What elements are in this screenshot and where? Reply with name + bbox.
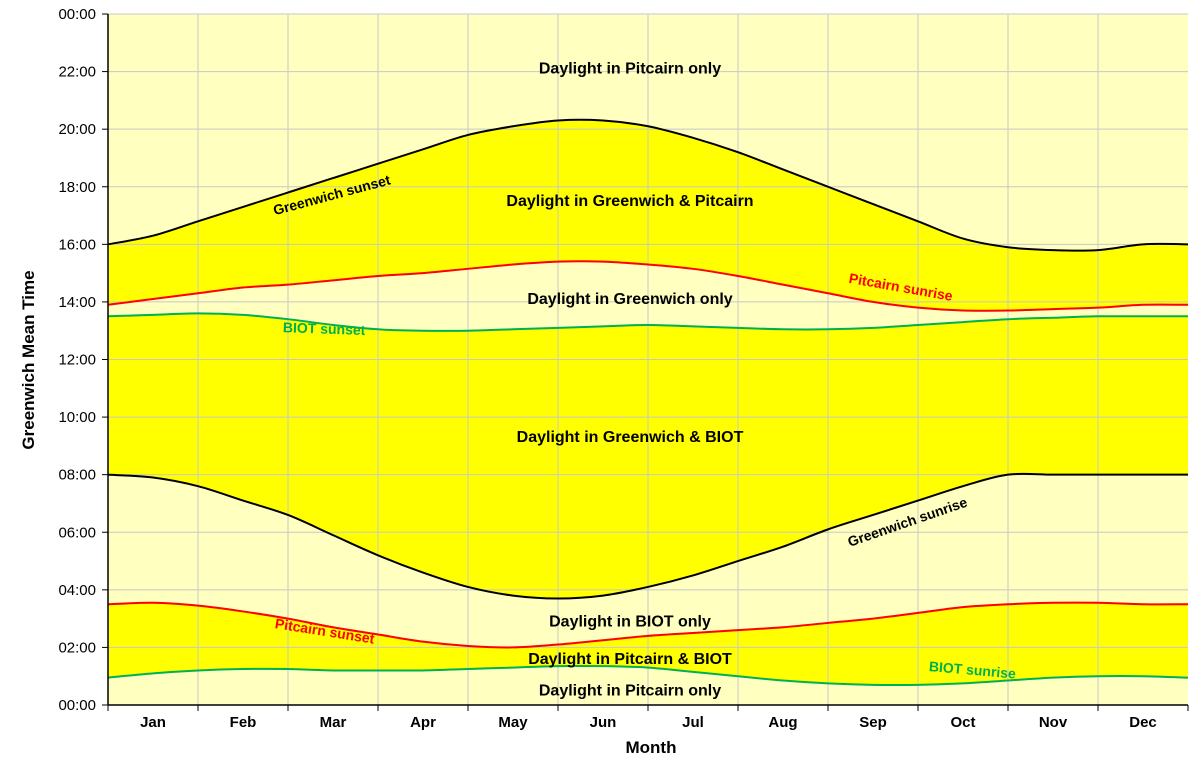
x-tick-label: Oct [950, 714, 975, 731]
x-tick-label: Sep [859, 714, 887, 731]
region-label: Daylight in Greenwich only [527, 291, 732, 308]
y-tick-label: 08:00 [58, 467, 96, 484]
series-line-biot-sunrise [107, 664, 1189, 687]
y-tick-label: 10:00 [58, 409, 96, 426]
y-tick-label: 16:00 [58, 236, 96, 253]
x-tick-label: Apr [410, 714, 436, 731]
region-label: Daylight in BIOT only [549, 614, 711, 631]
region-label: Daylight in Pitcairn only [539, 683, 721, 700]
series-line-pitcairn-sunrise [107, 260, 1189, 312]
y-tick-label: 04:00 [58, 582, 96, 599]
x-tick-label: Feb [230, 714, 257, 731]
x-tick-label: Dec [1129, 714, 1157, 731]
x-tick-label: Jun [590, 714, 617, 731]
y-tick-label: 02:00 [58, 639, 96, 656]
y-tick-label: 18:00 [58, 179, 96, 196]
y-tick-label: 20:00 [58, 121, 96, 138]
x-tick-label: Aug [768, 714, 797, 731]
y-tick-label: 00:00 [58, 6, 96, 23]
x-tick-label: Mar [320, 714, 347, 731]
x-tick-labels: Jan Feb Mar Apr May Jun Jul Aug Sep Oct Nov Dec [140, 714, 1157, 731]
region-label: Daylight in Greenwich & Pitcairn [506, 193, 753, 210]
region-label: Daylight in Pitcairn & BIOT [528, 651, 732, 668]
curves [107, 118, 1189, 687]
curve-label-biot-sunset: BIOT sunset [283, 319, 366, 338]
x-axis-title: Month [626, 738, 677, 757]
axes [102, 13, 1189, 711]
series-line-biot-sunset [107, 312, 1188, 332]
series-line-greenwich-sunset [107, 118, 1189, 252]
y-tick-label: 22:00 [58, 64, 96, 81]
series-line-pitcairn-sunset [107, 601, 1189, 649]
x-tick-label: May [498, 714, 528, 731]
curve-label-biot-sunrise: BIOT sunrise [928, 658, 1016, 682]
y-tick-label: 14:00 [58, 294, 96, 311]
x-tick-label: Jan [140, 714, 166, 731]
y-tick-label: 00:00 [58, 697, 96, 714]
x-tick-label: Nov [1039, 714, 1068, 731]
region-labels: Daylight in Pitcairn only Daylight in Gre… [506, 61, 753, 700]
series-line-greenwich-sunrise [107, 472, 1188, 600]
y-axis-title: Greenwich Mean Time [19, 270, 38, 449]
region-label: Daylight in Pitcairn only [539, 61, 721, 78]
region-label: Daylight in Greenwich & BIOT [517, 429, 744, 446]
y-tick-labels: 00:00 02:00 04:00 06:00 08:00 10:00 12:00 14:00… [58, 6, 96, 714]
y-tick-label: 12:00 [58, 352, 96, 369]
x-tick-label: Jul [682, 714, 704, 731]
y-tick-label: 06:00 [58, 524, 96, 541]
